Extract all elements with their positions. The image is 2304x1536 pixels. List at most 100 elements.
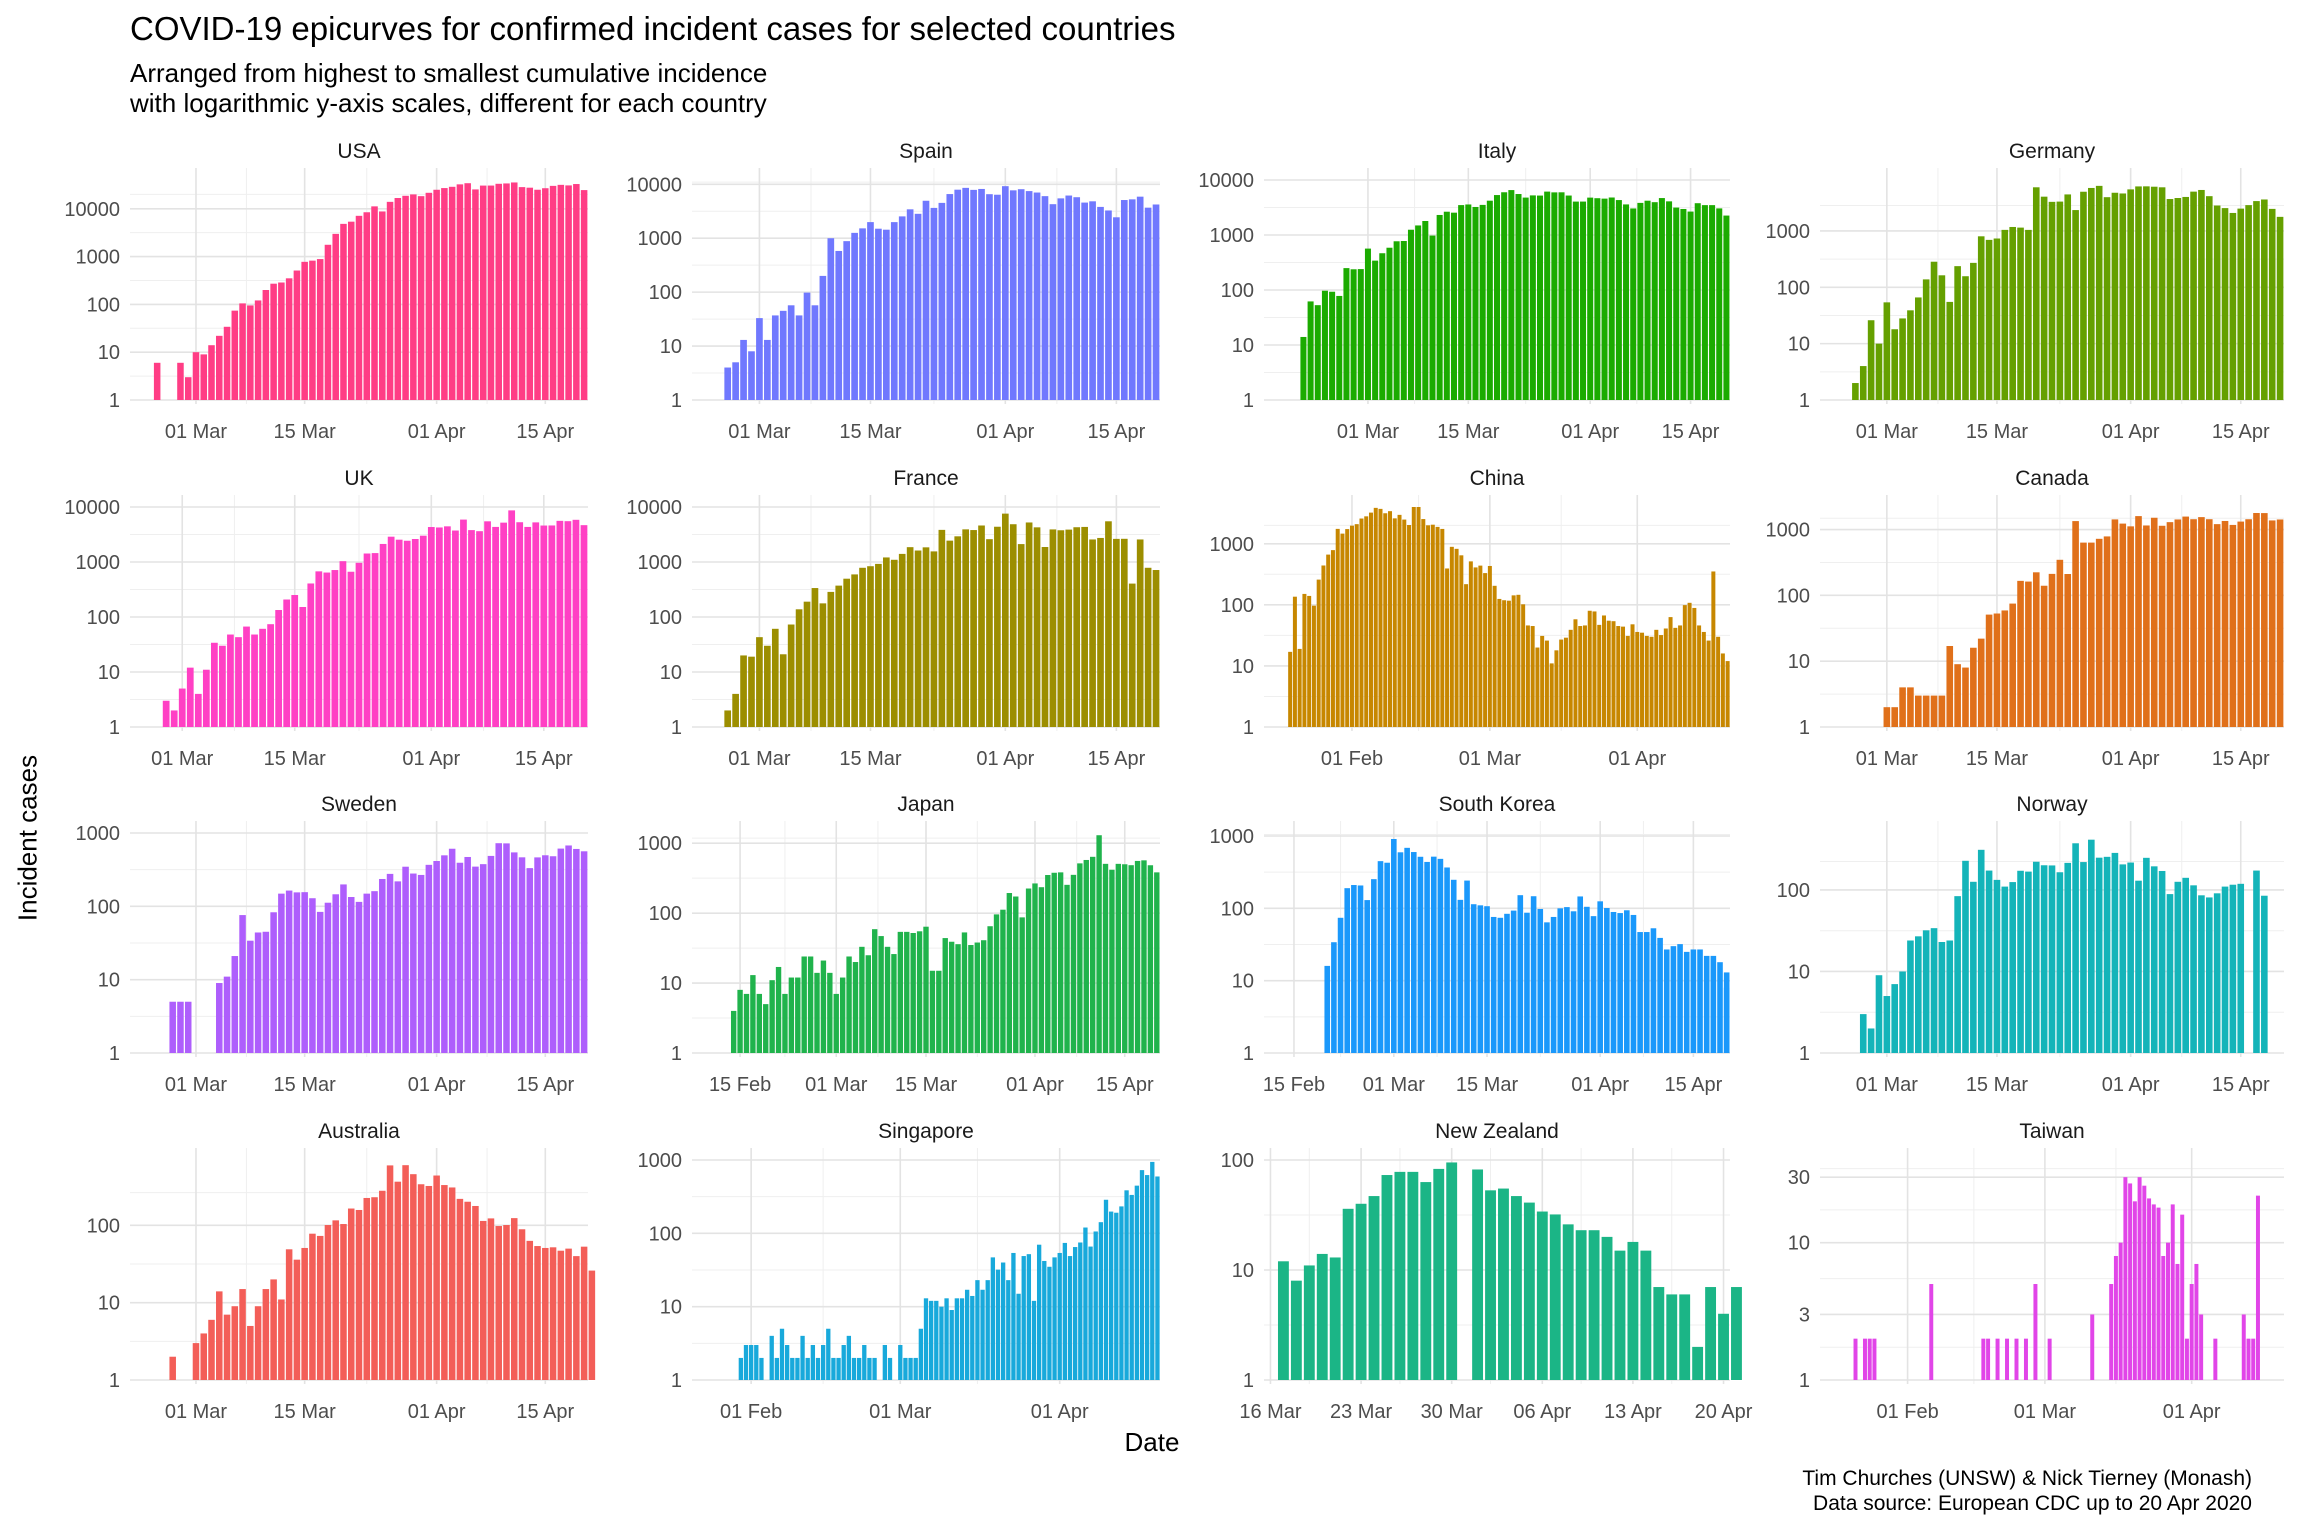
x-tick-label: 01 Apr: [2102, 421, 2160, 443]
bar: [1072, 1247, 1078, 1380]
bar: [1383, 513, 1388, 727]
bar: [2001, 229, 2009, 400]
bar: [1277, 1261, 1289, 1380]
bar: [1709, 205, 1716, 400]
bar: [441, 188, 448, 400]
bar: [1344, 888, 1351, 1053]
bar: [1680, 208, 1687, 400]
bar: [1033, 192, 1041, 400]
bar: [2025, 581, 2032, 727]
bar: [908, 1357, 913, 1380]
x-tick-label: 01 Mar: [151, 748, 214, 770]
bar: [1435, 526, 1440, 727]
panel-title: Italy: [1478, 140, 1517, 163]
bar: [1377, 861, 1384, 1053]
bar: [542, 1247, 549, 1380]
y-tick-label: 100: [649, 903, 682, 925]
bar: [386, 1165, 394, 1380]
bar: [948, 941, 955, 1053]
bar: [464, 1201, 471, 1380]
bar: [223, 1314, 231, 1380]
bar: [484, 521, 491, 727]
bar: [275, 610, 283, 727]
bar: [1330, 550, 1335, 727]
panel-title: Canada: [2015, 467, 2089, 490]
bar: [495, 843, 502, 1053]
bar: [2166, 894, 2174, 1053]
bar: [2166, 522, 2174, 727]
bar: [178, 688, 186, 727]
bar: [2072, 843, 2079, 1053]
bar: [1511, 595, 1516, 727]
bar: [170, 710, 178, 727]
bar: [1437, 858, 1444, 1053]
bar: [472, 1205, 479, 1380]
bar: [968, 945, 974, 1053]
bar: [2056, 872, 2064, 1053]
bar: [1384, 862, 1390, 1053]
bar: [1517, 895, 1524, 1053]
bar: [1587, 197, 1594, 400]
bar: [916, 931, 923, 1053]
bar: [565, 1248, 572, 1380]
bar: [846, 1335, 852, 1380]
bar: [184, 377, 192, 400]
y-tick-label: 1000: [1766, 520, 1811, 542]
bar: [332, 1220, 339, 1380]
bar: [1587, 610, 1592, 727]
bar: [1594, 198, 1601, 400]
bar: [1637, 932, 1643, 1053]
bar: [922, 200, 930, 400]
bar: [1705, 1287, 1717, 1380]
bar: [1601, 1236, 1613, 1380]
x-tick-label: 01 Apr: [1006, 1074, 1064, 1096]
bar: [518, 857, 526, 1053]
bar: [740, 339, 747, 400]
bar: [1630, 914, 1637, 1053]
bar: [177, 1001, 184, 1053]
bar: [417, 1184, 425, 1380]
bar: [1421, 519, 1426, 727]
bar: [1697, 625, 1702, 727]
x-tick-label: 01 Apr: [408, 1074, 466, 1096]
bar: [1930, 261, 1938, 400]
bar: [532, 522, 540, 727]
bar: [986, 539, 993, 727]
panel-sweden: Sweden 1 10 100 1000 01 Mar 15 Mar 01 Apr 15 Apr: [76, 793, 588, 1096]
bar: [1152, 570, 1160, 727]
bar: [826, 1328, 831, 1380]
bar: [425, 1185, 433, 1380]
bar: [851, 1357, 857, 1380]
bar: [518, 1229, 526, 1380]
bar: [1490, 916, 1497, 1053]
bar: [1615, 200, 1622, 400]
bar: [542, 188, 549, 400]
bar: [2080, 191, 2087, 400]
bar: [2111, 852, 2119, 1053]
bar: [1368, 512, 1373, 727]
bar: [1938, 275, 1946, 400]
x-tick-label: 01 Mar: [1856, 748, 1919, 770]
bar: [2118, 1242, 2123, 1380]
bar: [1630, 208, 1637, 400]
bar: [827, 591, 835, 727]
bar: [2205, 897, 2213, 1053]
y-tick-label: 1: [671, 1370, 682, 1392]
bar: [2182, 196, 2189, 400]
bar: [1139, 1170, 1145, 1380]
panel-new-zealand: New Zealand 1 10 100 16 Mar 23 Mar 30 Mar 06 Ap…: [1221, 1120, 1753, 1423]
bar: [1045, 875, 1051, 1053]
bar: [859, 567, 866, 727]
bar: [2221, 208, 2229, 400]
bar: [2268, 208, 2276, 400]
bar: [2213, 205, 2221, 400]
bar: [2056, 559, 2064, 727]
bar: [1410, 852, 1417, 1053]
chart-caption: Tim Churches (UNSW) & Nick Tierney (Mona…: [1802, 1467, 2252, 1515]
bar: [1678, 625, 1683, 727]
bar: [929, 970, 936, 1053]
x-tick-label: 01 Apr: [408, 1401, 466, 1423]
bar: [779, 1328, 785, 1380]
bar: [1113, 217, 1120, 400]
bar: [394, 198, 402, 400]
